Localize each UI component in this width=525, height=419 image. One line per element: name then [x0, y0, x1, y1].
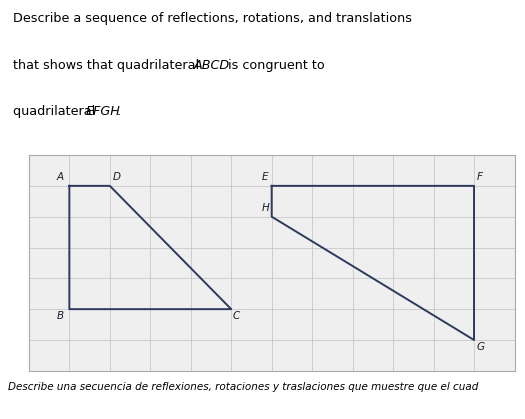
Text: that shows that quadrilateral: that shows that quadrilateral: [13, 59, 203, 72]
Text: .: .: [117, 106, 121, 119]
Text: H: H: [261, 203, 269, 213]
Text: ABCD: ABCD: [193, 59, 229, 72]
Text: Describe a sequence of reflections, rotations, and translations: Describe a sequence of reflections, rota…: [13, 13, 412, 26]
Text: B: B: [57, 311, 64, 321]
Text: F: F: [477, 173, 482, 182]
Text: G: G: [477, 342, 485, 352]
Text: E: E: [261, 173, 268, 182]
Text: D: D: [112, 173, 120, 182]
Text: Describe una secuencia de reflexiones, rotaciones y traslaciones que muestre que: Describe una secuencia de reflexiones, r…: [8, 382, 478, 392]
Text: is congruent to: is congruent to: [224, 59, 325, 72]
Text: EFGH: EFGH: [86, 106, 121, 119]
Text: C: C: [233, 311, 240, 321]
Text: quadrilateral: quadrilateral: [13, 106, 99, 119]
Text: A: A: [57, 173, 64, 182]
